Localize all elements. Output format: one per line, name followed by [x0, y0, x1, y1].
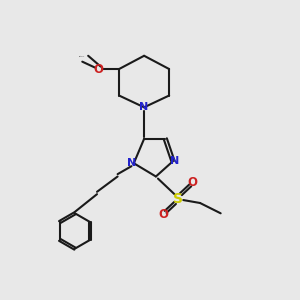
Text: N: N — [127, 158, 136, 168]
Text: O: O — [94, 62, 103, 76]
Text: N: N — [140, 102, 149, 112]
Text: O: O — [158, 208, 168, 221]
Text: methoxy: methoxy — [79, 56, 85, 57]
Text: S: S — [173, 192, 183, 206]
Text: O: O — [188, 176, 198, 189]
Text: N: N — [170, 156, 180, 166]
